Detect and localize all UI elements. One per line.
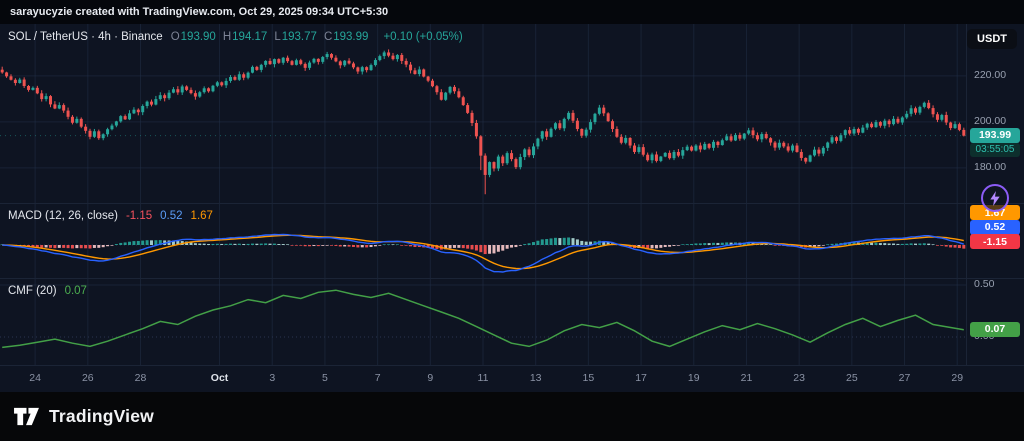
time-axis-label: 15: [582, 372, 595, 384]
time-axis-label: 19: [687, 372, 700, 384]
macd-macd-value: 0.52: [160, 210, 183, 222]
time-axis-label: 3: [269, 372, 276, 384]
footer-bar: TradingView: [0, 392, 1024, 441]
price-chart-canvas[interactable]: [0, 24, 966, 203]
last-price-badge: 193.99: [970, 127, 1020, 143]
price-axis-label: 220.00: [974, 68, 1007, 81]
ohlc-value: 193.90: [180, 31, 216, 43]
ohlc-values: O193.90 H194.17 L193.77 C193.99: [171, 31, 376, 43]
time-axis-label: 11: [477, 372, 489, 384]
ohlc-label: H: [222, 31, 232, 43]
attribution-text: sarayucyzie created with TradingView.com…: [10, 6, 389, 18]
ohlc-value: 193.99: [333, 31, 369, 43]
time-axis-label: 17: [635, 372, 647, 384]
time-axis-label: 24: [29, 372, 41, 384]
macd-signal-value: 1.67: [190, 210, 213, 222]
cmf-value: 0.07: [64, 285, 87, 297]
pane-separator[interactable]: [0, 203, 1024, 204]
currency-toggle-button[interactable]: USDT: [967, 29, 1017, 49]
price-pane[interactable]: SOL / TetherUS · 4h · Binance O193.90 H19…: [0, 24, 966, 203]
time-axis-label: 25: [845, 372, 858, 384]
tradingview-logo[interactable]: [13, 405, 40, 428]
macd-pane[interactable]: MACD (12, 26, close) -1.15 0.52 1.67: [0, 203, 966, 278]
time-axis-label: 28: [134, 372, 147, 384]
ohlc-value: 194.17: [232, 31, 268, 43]
cmf-axis-label: 0.50: [974, 278, 995, 290]
cmf-value-badge: 0.07: [970, 321, 1020, 337]
time-axis-label: 7: [374, 372, 381, 384]
ohlc-label: O: [170, 31, 180, 43]
time-axis-label: 26: [81, 372, 94, 384]
cmf-pane[interactable]: CMF (20) 0.07: [0, 278, 966, 365]
macd-badge: 0.52: [970, 219, 1020, 235]
price-axis-label: 200.00: [974, 114, 1007, 127]
time-axis-label: 9: [427, 372, 434, 384]
time-axis-label: 13: [529, 372, 542, 384]
price-scale[interactable]: 180.00 200.00 220.00 193.99 03:55:05 1.67 0.52…: [966, 24, 1024, 365]
price-change: +0.10 (+0.05%): [383, 31, 463, 43]
time-axis-label: 23: [793, 372, 805, 384]
cmf-title[interactable]: CMF (20): [8, 285, 57, 297]
macd-values: -1.15 0.52 1.67: [126, 210, 213, 222]
symbol-title[interactable]: SOL / TetherUS · 4h · Binance: [8, 31, 163, 43]
macd-header: MACD (12, 26, close) -1.15 0.52 1.67: [8, 210, 213, 222]
boost-button[interactable]: [981, 184, 1009, 212]
ohlc-value: 193.77: [281, 31, 317, 43]
cmf-chart-canvas[interactable]: [0, 278, 966, 365]
price-axis-label: 180.00: [974, 160, 1007, 173]
lightning-icon: [990, 190, 1000, 206]
macd-title[interactable]: MACD (12, 26, close): [8, 210, 118, 222]
macd-chart-canvas[interactable]: [0, 203, 966, 278]
countdown-badge: 03:55:05: [970, 142, 1020, 157]
ohlc-label: L: [274, 31, 281, 43]
attribution-bar: sarayucyzie created with TradingView.com…: [0, 0, 1024, 24]
time-axis[interactable]: 24 26 28 Oct 3 5 7 9 11 13 15 17 19 21 23 25 27 29: [0, 365, 1024, 392]
macd-histogram-value: -1.15: [125, 210, 153, 222]
time-axis-label: Oct: [210, 372, 229, 384]
macd-badge: -1.15: [970, 234, 1020, 249]
pane-separator[interactable]: [0, 278, 1024, 279]
symbol-header: SOL / TetherUS · 4h · Binance O193.90 H19…: [8, 31, 463, 43]
time-axis-label: 29: [951, 372, 964, 384]
time-axis-label: 27: [898, 372, 911, 384]
footer-brand[interactable]: TradingView: [49, 406, 154, 426]
cmf-header: CMF (20) 0.07: [8, 285, 87, 297]
time-axis-label: 5: [322, 372, 328, 384]
time-axis-label: 21: [740, 372, 753, 384]
ohlc-label: C: [323, 31, 333, 43]
